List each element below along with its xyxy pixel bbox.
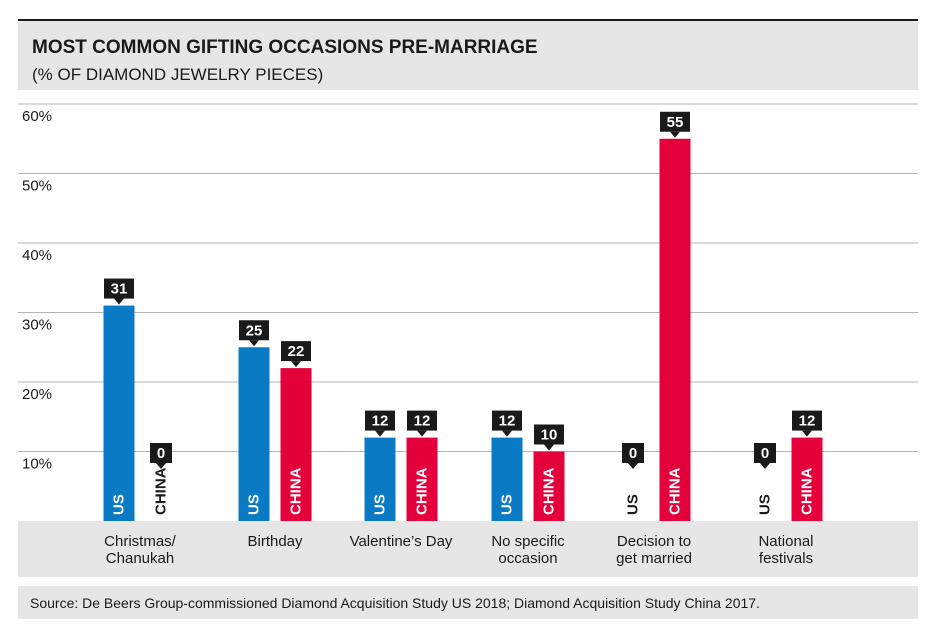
- value-label: 25: [246, 322, 263, 339]
- series-label: CHINA: [153, 467, 170, 515]
- value-label-pointer: [417, 430, 427, 437]
- value-label-pointer: [375, 430, 385, 437]
- y-tick-label: 40%: [22, 247, 52, 264]
- bar: [364, 437, 396, 521]
- series-label: US: [625, 494, 642, 515]
- value-label-box: [492, 410, 522, 431]
- value-label-pointer: [156, 463, 166, 469]
- value-label: 0: [629, 445, 637, 462]
- series-label: US: [499, 494, 516, 515]
- bars: [103, 138, 823, 521]
- category-labels: Christmas/Chanukah Birthday Valentine’s Da…: [104, 533, 813, 567]
- series-label: US: [111, 494, 128, 515]
- value-label-box: [754, 443, 776, 463]
- source-band: [18, 586, 918, 619]
- series-label: US: [246, 494, 263, 515]
- value-label: 0: [157, 445, 165, 462]
- value-label-pointer: [114, 298, 124, 305]
- value-label-pointer: [802, 430, 812, 437]
- value-label-pointer: [628, 463, 638, 469]
- value-label-box: [407, 410, 437, 431]
- y-tick-label: 20%: [22, 386, 52, 403]
- category-label: get married: [616, 550, 692, 567]
- bar: [238, 347, 270, 521]
- value-label-box: [104, 278, 134, 299]
- header-background: [18, 20, 918, 90]
- category-label: occasion: [498, 550, 557, 567]
- category-label: Christmas/: [104, 533, 177, 550]
- value-label-box: [365, 410, 395, 431]
- category-label: Birthday: [247, 533, 303, 550]
- bar: [491, 437, 523, 521]
- bar: [280, 368, 312, 521]
- y-tick-label: 50%: [22, 178, 52, 195]
- bar: [791, 437, 823, 521]
- value-label: 31: [111, 281, 128, 298]
- value-label: 55: [667, 114, 684, 131]
- series-label: CHINA: [414, 467, 431, 515]
- series-label: CHINA: [288, 467, 305, 515]
- y-tick-label: 10%: [22, 456, 52, 473]
- value-label-box: [239, 320, 269, 341]
- value-label-pointer: [760, 463, 770, 469]
- value-label: 0: [761, 445, 769, 462]
- series-label: US: [372, 494, 389, 515]
- value-label-pointer: [291, 361, 301, 368]
- bar: [406, 437, 438, 521]
- bar: [103, 305, 135, 521]
- value-label: 10: [541, 427, 558, 444]
- series-label: US: [757, 494, 774, 515]
- value-label: 12: [414, 413, 431, 430]
- series-label: CHINA: [541, 467, 558, 515]
- value-label-pointer: [502, 430, 512, 437]
- value-label-box: [622, 443, 644, 463]
- bar: [659, 138, 691, 521]
- value-label-box: [660, 111, 690, 132]
- series-label: CHINA: [667, 467, 684, 515]
- value-label: 12: [372, 413, 389, 430]
- value-label: 12: [799, 413, 816, 430]
- value-labels: US 31 CHINA 0 US 25 CHINA 22 US 12 CHINA 12 US 12 CHIN…: [104, 111, 822, 515]
- gridlines: 10% 20% 30% 40% 50% 60%: [18, 103, 918, 473]
- source-note: Source: De Beers Group-commissioned Diam…: [30, 595, 760, 611]
- value-label-pointer: [544, 444, 554, 451]
- category-label: festivals: [759, 550, 813, 567]
- category-label: Chanukah: [106, 550, 174, 567]
- value-label-box: [150, 443, 172, 463]
- value-label-pointer: [249, 340, 259, 347]
- bar: [533, 451, 565, 521]
- category-band: [18, 521, 918, 577]
- category-label: No specific: [491, 533, 565, 550]
- category-label: Valentine’s Day: [350, 533, 453, 550]
- category-label: National: [758, 533, 813, 550]
- value-label-pointer: [670, 131, 680, 138]
- chart-title: MOST COMMON GIFTING OCCASIONS PRE-MARRIA…: [32, 37, 538, 58]
- value-label: 12: [499, 413, 516, 430]
- series-label: CHINA: [799, 467, 816, 515]
- y-tick-label: 60%: [22, 108, 52, 125]
- chart-subtitle: (% OF DIAMOND JEWELRY PIECES): [32, 65, 323, 84]
- value-label: 22: [288, 343, 305, 360]
- value-label-box: [792, 410, 822, 431]
- value-label-box: [534, 424, 564, 445]
- y-tick-label: 30%: [22, 317, 52, 334]
- value-label-box: [281, 341, 311, 362]
- category-label: Decision to: [617, 533, 691, 550]
